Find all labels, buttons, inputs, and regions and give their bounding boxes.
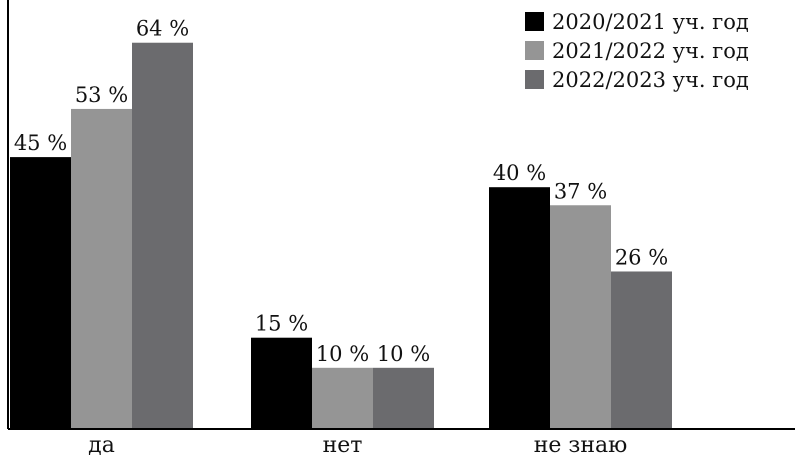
bar-2-2 [312,367,373,428]
data-label-3-2: 37 % [554,179,607,203]
data-label-3-3: 26 % [615,245,668,269]
data-label-2-2: 10 % [316,342,369,366]
legend-swatch-3 [525,70,544,89]
legend: 2020/2021 уч. год 2021/2022 уч. год 2022/2… [525,10,749,92]
axes-layer [7,0,795,430]
data-label-3-1: 40 % [493,161,546,185]
data-label-1-3: 64 % [136,17,189,41]
category-label-1: да [88,433,115,458]
category-label-2: нет [323,433,363,458]
category-tick-labels: да нет не знаю [88,433,627,458]
data-labels-layer: 45 % 53 % 64 % 15 % 10 % 10 % 40 % 37 % 26 % [14,17,668,366]
bars-layer [10,42,672,428]
data-label-1-1: 45 % [14,131,67,155]
bar-1-3 [132,42,193,428]
bar-1-2 [71,108,132,428]
legend-swatch-1 [525,12,544,31]
legend-swatch-2 [525,41,544,60]
bar-3-3 [611,271,672,428]
bar-1-1 [10,157,71,428]
bar-3-2 [550,205,611,428]
data-label-1-2: 53 % [75,83,128,107]
legend-label-1: 2020/2021 уч. год [552,10,749,34]
legend-label-2: 2021/2022 уч. год [552,39,749,63]
bar-2-3 [373,367,434,428]
bar-2-1 [251,337,312,428]
category-label-3: не знаю [534,433,628,458]
data-label-2-1: 15 % [255,312,308,336]
data-label-2-3: 10 % [377,342,430,366]
bar-3-1 [489,187,550,428]
legend-label-3: 2022/2023 уч. год [552,68,749,92]
